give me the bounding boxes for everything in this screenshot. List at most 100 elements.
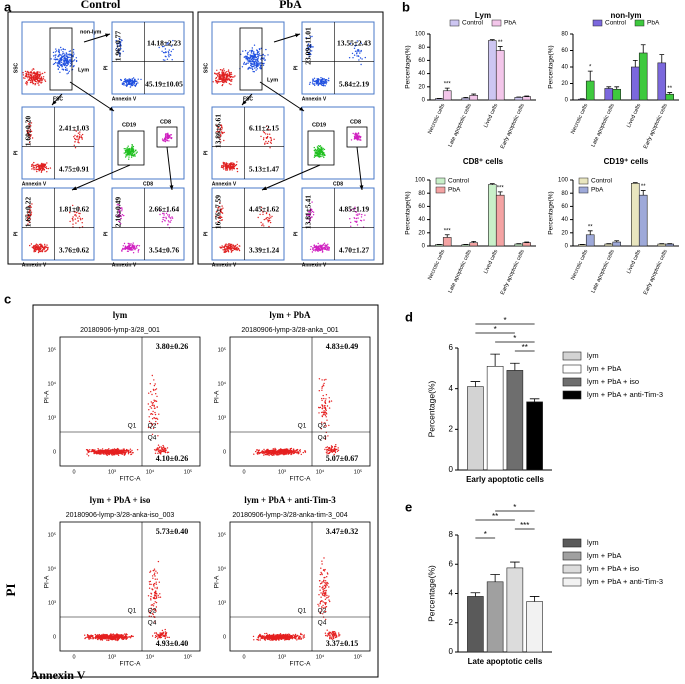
event-dot — [90, 637, 92, 640]
event-dot — [260, 451, 263, 453]
event-dot — [326, 572, 329, 574]
event-dot — [122, 248, 124, 250]
event-dot — [222, 72, 224, 74]
event-dot — [214, 72, 216, 74]
event-dot — [319, 586, 321, 588]
event-dot — [253, 60, 255, 63]
event-dot — [296, 639, 298, 641]
panel-label: c — [4, 291, 11, 306]
event-dot — [321, 415, 323, 417]
event-dot — [304, 450, 306, 452]
event-dot — [86, 449, 89, 451]
event-dot — [160, 632, 162, 634]
event-dot — [168, 140, 170, 142]
event-dot — [61, 57, 63, 59]
event-dot — [93, 452, 95, 455]
event-dot — [78, 135, 81, 137]
event-dot — [265, 636, 267, 639]
event-dot — [249, 50, 251, 52]
event-dot — [118, 216, 121, 218]
event-dot — [58, 51, 60, 53]
event-dot — [112, 638, 114, 641]
event-dot — [358, 50, 360, 53]
event-dot — [325, 79, 328, 81]
event-dot — [161, 450, 163, 452]
event-dot — [244, 63, 246, 65]
event-dot — [358, 135, 360, 137]
event-dot — [28, 221, 30, 223]
event-dot — [40, 243, 42, 245]
event-dot — [313, 156, 316, 158]
event-dot — [123, 214, 125, 217]
event-dot — [41, 250, 44, 253]
event-dot — [167, 44, 169, 46]
event-dot — [125, 148, 127, 150]
event-dot — [168, 56, 170, 58]
event-dot — [352, 132, 354, 135]
event-dot — [224, 244, 226, 246]
event-dot — [294, 638, 297, 640]
event-dot — [44, 247, 46, 249]
x-tick-label: 0 — [242, 469, 245, 475]
y-tick-label: 10⁵ — [48, 531, 56, 538]
event-dot — [66, 59, 69, 62]
event-dot — [268, 213, 271, 216]
event-dot — [131, 449, 133, 452]
event-dot — [318, 412, 320, 414]
event-dot — [123, 148, 126, 150]
event-dot — [234, 165, 237, 167]
event-dot — [29, 214, 32, 217]
event-dot — [314, 84, 316, 87]
event-dot — [131, 150, 134, 152]
event-dot — [284, 636, 286, 638]
event-dot — [125, 451, 127, 454]
event-dot — [118, 220, 120, 223]
event-dot — [229, 79, 231, 81]
event-dot — [27, 71, 30, 74]
event-dot — [355, 132, 357, 134]
event-dot — [321, 385, 323, 388]
event-dot — [121, 636, 124, 638]
event-dot — [61, 61, 63, 64]
event-dot — [40, 170, 43, 172]
event-dot — [63, 58, 65, 60]
event-dot — [263, 58, 265, 60]
event-dot — [94, 449, 96, 451]
event-dot — [329, 449, 331, 452]
event-dot — [214, 79, 217, 82]
x-tick-label: 10⁴ — [316, 468, 325, 475]
event-dot — [280, 638, 282, 640]
panel-label: a — [4, 0, 12, 14]
event-dot — [325, 597, 328, 599]
quadrant-value: 4.75±0.91 — [59, 165, 90, 174]
event-dot — [27, 79, 30, 81]
event-dot — [120, 634, 122, 636]
event-dot — [73, 136, 75, 138]
event-dot — [95, 452, 97, 454]
event-dot — [321, 404, 323, 406]
event-dot — [132, 635, 134, 638]
event-dot — [263, 454, 265, 456]
event-dot — [123, 242, 126, 245]
event-dot — [321, 399, 323, 402]
event-dot — [38, 170, 40, 172]
event-dot — [262, 64, 265, 67]
event-dot — [329, 451, 331, 453]
event-dot — [121, 39, 123, 42]
event-dot — [270, 636, 272, 638]
event-dot — [26, 131, 29, 133]
event-dot — [325, 591, 327, 593]
event-dot — [281, 635, 283, 637]
event-dot — [161, 45, 164, 48]
event-dot — [259, 635, 262, 637]
event-dot — [267, 221, 269, 223]
event-dot — [127, 145, 129, 147]
event-dot — [81, 226, 84, 228]
event-dot — [98, 635, 100, 638]
event-dot — [252, 52, 254, 55]
event-dot — [77, 135, 79, 137]
event-dot — [59, 62, 61, 64]
panel-label: d — [405, 309, 413, 324]
event-dot — [154, 598, 156, 600]
event-dot — [266, 634, 269, 636]
